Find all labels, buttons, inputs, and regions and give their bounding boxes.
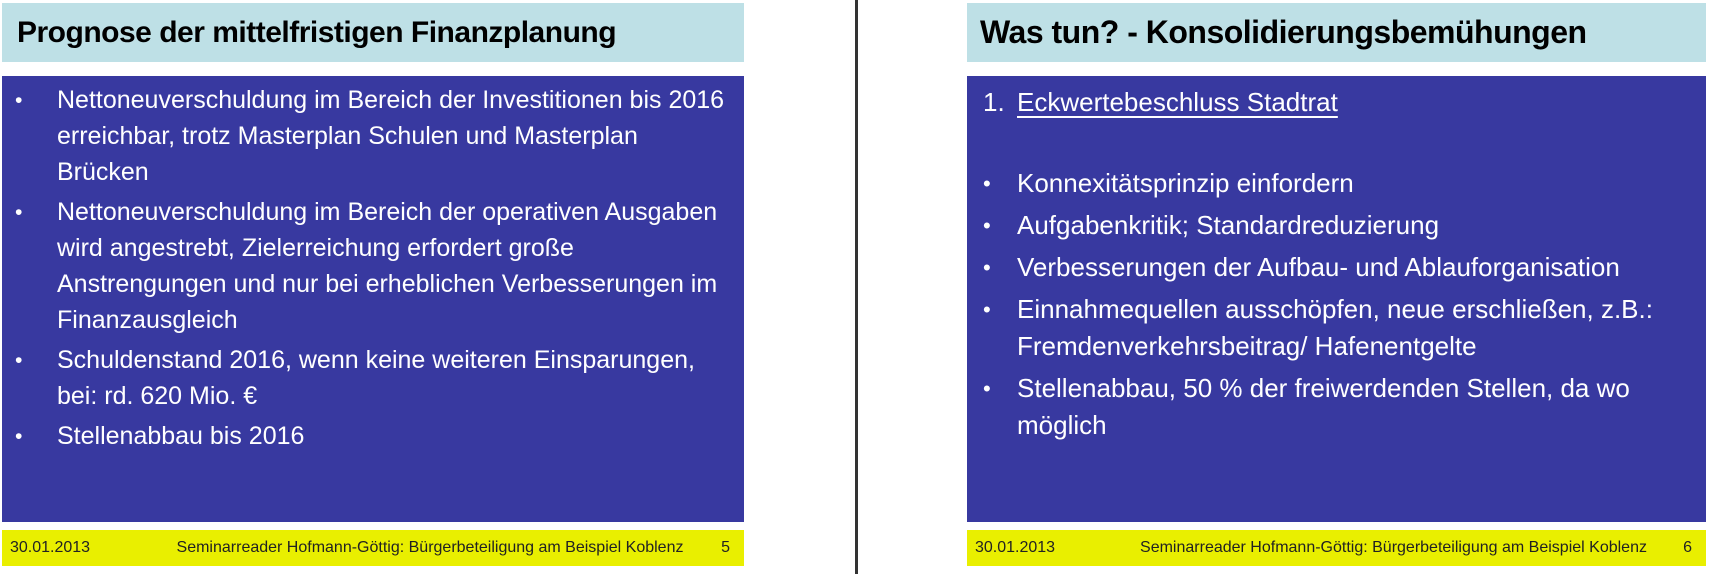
list-item: Konnexitätsprinzip einfordern (983, 165, 1698, 202)
list-item: Nettoneuverschuldung im Bereich der oper… (15, 194, 734, 338)
slide-body: 1. Eckwertebeschluss Stadtrat Konnexität… (967, 76, 1706, 522)
slide-footer: 30.01.2013 Seminarreader Hofmann-Göttig:… (2, 530, 744, 566)
footer-date: 30.01.2013 (10, 539, 91, 556)
list-item: Einnahmequellen ausschöpfen, neue erschl… (983, 291, 1698, 365)
slide-page-5: Prognose der mittelfristigen Finanzplanu… (2, 3, 744, 566)
list-item: Nettoneuverschuldung im Bereich der Inve… (15, 82, 734, 190)
list-item: Verbesserungen der Aufbau- und Ablauforg… (983, 249, 1698, 286)
footer-date: 30.01.2013 (975, 539, 1056, 556)
slide-title-bar: Prognose der mittelfristigen Finanzplanu… (2, 3, 744, 62)
list-item: Aufgabenkritik; Standardreduzierung (983, 207, 1698, 244)
numbered-item-number: 1. (983, 87, 1005, 117)
footer-source-text: Seminarreader Hofmann-Göttig: Bürgerbete… (1140, 539, 1647, 556)
slide-footer: 30.01.2013 Seminarreader Hofmann-Göttig:… (967, 530, 1706, 566)
bullet-list: Konnexitätsprinzip einfordern Aufgabenkr… (983, 165, 1698, 444)
footer-page-number: 6 (1683, 539, 1692, 556)
slide-divider-line (855, 0, 858, 574)
list-item: Stellenabbau bis 2016 (15, 418, 734, 454)
slide-page-6: Was tun? - Konsolidierungsbemühungen 1. … (967, 3, 1706, 566)
slide-title: Prognose der mittelfristigen Finanzplanu… (17, 15, 617, 49)
numbered-item-text: Eckwertebeschluss Stadtrat (1017, 87, 1338, 117)
list-item: Schuldenstand 2016, wenn keine weiteren … (15, 342, 734, 414)
numbered-item: 1. Eckwertebeschluss Stadtrat (983, 84, 1698, 121)
footer-source-text: Seminarreader Hofmann-Göttig: Bürgerbete… (176, 539, 684, 556)
list-item: Stellenabbau, 50 % der freiwerdenden Ste… (983, 370, 1698, 444)
slide-title: Was tun? - Konsolidierungsbemühungen (980, 14, 1587, 50)
slide-title-bar: Was tun? - Konsolidierungsbemühungen (967, 3, 1706, 62)
slide-body: Nettoneuverschuldung im Bereich der Inve… (2, 76, 744, 522)
bullet-list: Nettoneuverschuldung im Bereich der Inve… (15, 82, 734, 454)
footer-page-number: 5 (721, 539, 730, 556)
